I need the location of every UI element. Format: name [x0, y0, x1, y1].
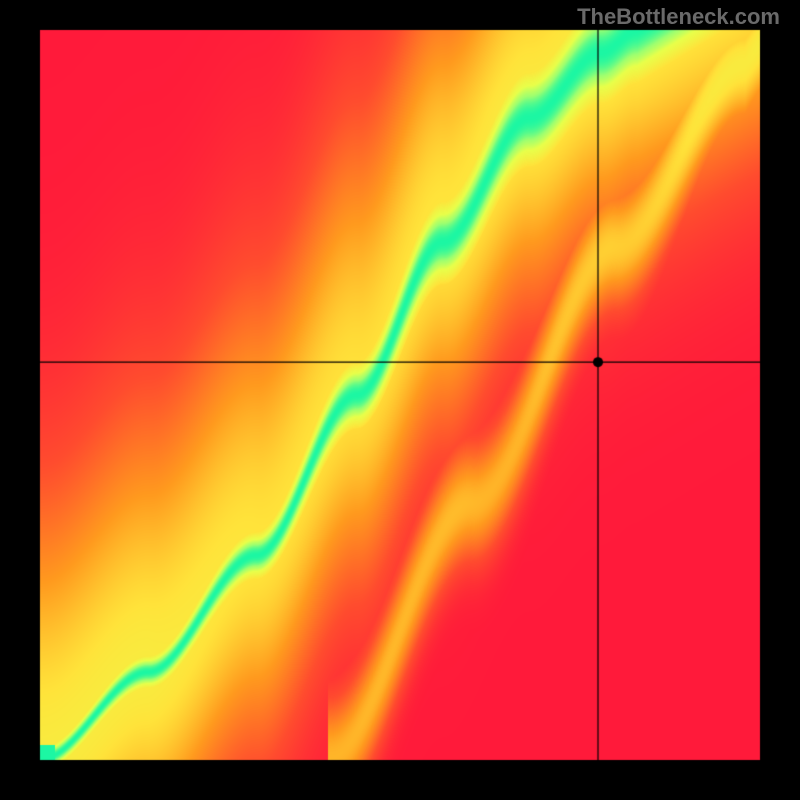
- bottleneck-heatmap: TheBottleneck.com: [0, 0, 800, 800]
- watermark-text: TheBottleneck.com: [577, 4, 780, 30]
- heatmap-canvas: [0, 0, 800, 800]
